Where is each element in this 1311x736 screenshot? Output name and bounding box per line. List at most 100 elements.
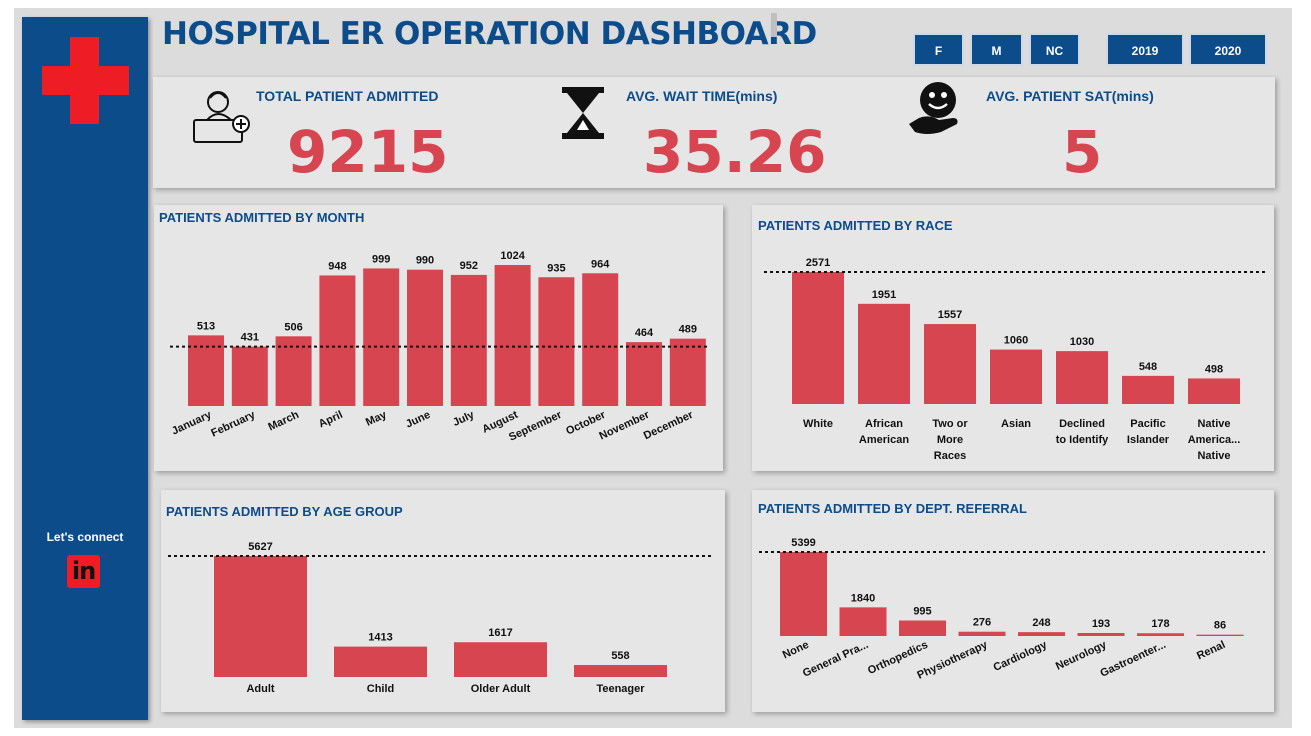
bar-race-0[interactable] xyxy=(792,272,844,404)
category-label-race-2-0: Two or xyxy=(932,418,968,430)
bar-race-3[interactable] xyxy=(990,349,1042,404)
bar-race-2[interactable] xyxy=(924,324,976,404)
bar-month-10[interactable] xyxy=(626,342,662,406)
gender-slicer-m[interactable]: M xyxy=(970,33,1023,66)
category-label-race-3-0: Asian xyxy=(1001,418,1031,430)
value-label-dept-4: 248 xyxy=(1032,617,1050,629)
bar-dept-2[interactable] xyxy=(899,620,946,636)
category-label-age-2-0: Older Adult xyxy=(471,683,531,695)
linkedin-icon[interactable]: in xyxy=(67,555,100,588)
gender-slicer-nc[interactable]: NC xyxy=(1029,33,1080,66)
year-slicer-2020[interactable]: 2020 xyxy=(1189,33,1267,66)
category-label-month-4: May xyxy=(364,408,389,428)
category-label-month-3: April xyxy=(317,409,345,430)
value-label-month-6: 952 xyxy=(460,260,478,272)
year-slicer-2019[interactable]: 2019 xyxy=(1106,33,1184,66)
bar-race-1[interactable] xyxy=(858,303,910,404)
category-label-month-0: January xyxy=(170,408,214,437)
category-label-dept-0: None xyxy=(781,639,811,661)
bar-month-3[interactable] xyxy=(319,275,356,406)
value-label-month-5: 990 xyxy=(416,255,434,267)
value-label-dept-3: 276 xyxy=(973,617,991,629)
value-label-dept-2: 995 xyxy=(913,606,931,618)
category-label-race-0-0: White xyxy=(803,418,833,430)
dept-chart-panel xyxy=(752,490,1274,712)
value-label-race-4: 1030 xyxy=(1070,336,1094,348)
value-label-race-3: 1060 xyxy=(1004,335,1028,347)
dept-chart-title: PATIENTS ADMITTED BY DEPT. REFERRAL xyxy=(758,501,1027,516)
bar-dept-5[interactable] xyxy=(1077,632,1125,636)
sidebar xyxy=(22,17,148,720)
kpi-satisfaction-value: 5 xyxy=(1062,118,1103,186)
category-label-race-6-0: Native xyxy=(1197,418,1230,430)
bar-age-0[interactable] xyxy=(214,556,307,677)
kpi-total-patients-label: TOTAL PATIENT ADMITTED xyxy=(256,88,439,104)
value-label-age-2: 1617 xyxy=(488,627,512,639)
value-label-month-0: 513 xyxy=(197,320,215,332)
value-label-age-1: 1413 xyxy=(368,632,392,644)
value-label-month-9: 964 xyxy=(591,258,610,270)
bar-dept-1[interactable] xyxy=(839,607,887,636)
bar-dept-0[interactable] xyxy=(780,552,827,636)
bar-race-5[interactable] xyxy=(1122,375,1174,404)
month-chart-title: PATIENTS ADMITTED BY MONTH xyxy=(159,210,365,225)
value-label-age-3: 558 xyxy=(611,650,629,662)
category-label-race-6-2: Native xyxy=(1197,450,1230,462)
patient-bed-icon xyxy=(193,91,250,143)
category-label-age-3-0: Teenager xyxy=(596,683,645,695)
category-label-race-1-0: African xyxy=(865,418,903,430)
kpi-wait-time-label: AVG. WAIT TIME(mins) xyxy=(626,88,778,104)
hourglass-icon xyxy=(562,87,604,139)
bar-month-4[interactable] xyxy=(363,268,400,406)
bar-month-5[interactable] xyxy=(407,269,443,406)
medical-cross-icon-bar xyxy=(42,66,129,95)
category-label-race-2-1: More xyxy=(937,434,963,446)
bar-dept-6[interactable] xyxy=(1137,633,1184,636)
bar-race-6[interactable] xyxy=(1188,378,1240,404)
category-label-month-2: March xyxy=(266,409,301,434)
category-label-race-1-1: American xyxy=(859,434,909,446)
category-label-age-0-0: Adult xyxy=(246,683,274,695)
bar-dept-3[interactable] xyxy=(958,631,1006,636)
category-label-race-2-2: Races xyxy=(934,450,966,462)
bar-age-1[interactable] xyxy=(334,646,427,677)
category-label-month-1: February xyxy=(209,408,258,439)
value-label-month-10: 464 xyxy=(635,327,654,339)
bar-month-2[interactable] xyxy=(275,336,312,406)
bar-month-6[interactable] xyxy=(450,274,487,406)
bar-age-3[interactable] xyxy=(574,665,667,677)
bar-age-2[interactable] xyxy=(454,642,547,677)
bar-month-8[interactable] xyxy=(538,277,575,406)
bar-dept-4[interactable] xyxy=(1018,632,1065,636)
category-label-dept-7: Renal xyxy=(1195,639,1227,663)
value-label-race-6: 498 xyxy=(1205,363,1223,375)
category-label-dept-1: General Pra... xyxy=(801,639,870,680)
category-label-month-11: December xyxy=(642,409,696,443)
value-label-race-0: 2571 xyxy=(806,257,830,269)
page-title: HOSPITAL ER OPERATION DASHBOARD xyxy=(162,16,817,52)
age-chart-title: PATIENTS ADMITTED BY AGE GROUP xyxy=(166,504,403,519)
gender-slicer-f[interactable]: F xyxy=(913,33,964,66)
bar-month-7[interactable] xyxy=(494,265,531,406)
category-label-dept-4: Cardiology xyxy=(992,638,1050,674)
category-label-race-6-1: America... xyxy=(1188,434,1241,446)
value-label-dept-0: 5399 xyxy=(791,537,815,549)
value-label-race-1: 1951 xyxy=(872,289,896,301)
bar-month-11[interactable] xyxy=(669,338,706,406)
race-chart-title: PATIENTS ADMITTED BY RACE xyxy=(758,218,953,233)
value-label-month-11: 489 xyxy=(679,324,697,336)
kpi-satisfaction-label: AVG. PATIENT SAT(mins) xyxy=(986,88,1154,104)
month-chart: 513 January 431 February 506 March 948 April 999… xyxy=(170,250,709,444)
value-label-race-2: 1557 xyxy=(938,309,962,321)
bar-dept-7[interactable] xyxy=(1196,634,1244,636)
category-label-dept-6: Gastroenter... xyxy=(1098,639,1167,680)
category-label-month-5: June xyxy=(404,409,432,431)
category-label-race-5-0: Pacific xyxy=(1130,418,1165,430)
bar-month-9[interactable] xyxy=(582,273,619,406)
value-label-month-4: 999 xyxy=(372,253,390,265)
bar-race-4[interactable] xyxy=(1056,351,1108,404)
category-label-age-1-0: Child xyxy=(367,683,395,695)
kpi-total-patients-value: 9215 xyxy=(287,118,449,186)
bar-month-1[interactable] xyxy=(231,346,268,406)
